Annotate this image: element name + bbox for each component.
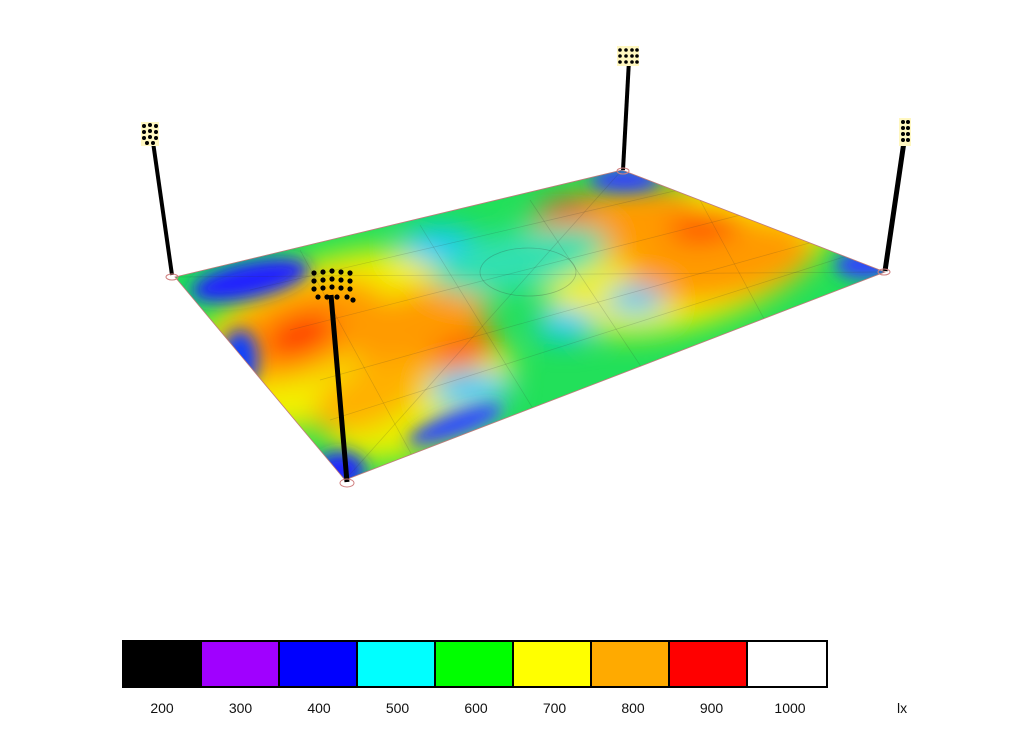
legend-tick-700: 700: [542, 700, 567, 716]
legend-tick-200: 200: [150, 700, 174, 716]
legend-swatch-700: [514, 642, 592, 686]
legend-tick-400: 400: [307, 700, 331, 716]
illuminance-field-3d-view: [141, 46, 911, 488]
legend-swatch-800: [592, 642, 670, 686]
legend-tick-800: 800: [621, 700, 645, 716]
floodlight-pole-back-left: [141, 122, 179, 281]
legend-swatch-200: [124, 642, 202, 686]
legend-tick-600: 600: [464, 700, 488, 716]
illuminance-heatmap-surface: [175, 170, 885, 480]
legend-swatch-500: [358, 642, 436, 686]
legend-swatch-600: [436, 642, 514, 686]
legend-swatch-1000: [748, 642, 826, 686]
floodlight-pole-front: [311, 268, 356, 488]
legend-tick-900: 900: [699, 700, 724, 716]
legend-tick-300: 300: [228, 700, 253, 716]
legend-swatch-900: [670, 642, 748, 686]
floodlight-pole-right: [877, 118, 911, 276]
legend-tick-1000: 1000: [774, 700, 806, 716]
illuminance-color-legend: [122, 640, 828, 688]
legend-swatch-300: [202, 642, 280, 686]
legend-tick-500: 500: [385, 700, 410, 716]
floodlight-pole-back-center: [616, 46, 639, 175]
legend-unit-label: lx: [897, 700, 908, 716]
legend-swatch-400: [280, 642, 358, 686]
